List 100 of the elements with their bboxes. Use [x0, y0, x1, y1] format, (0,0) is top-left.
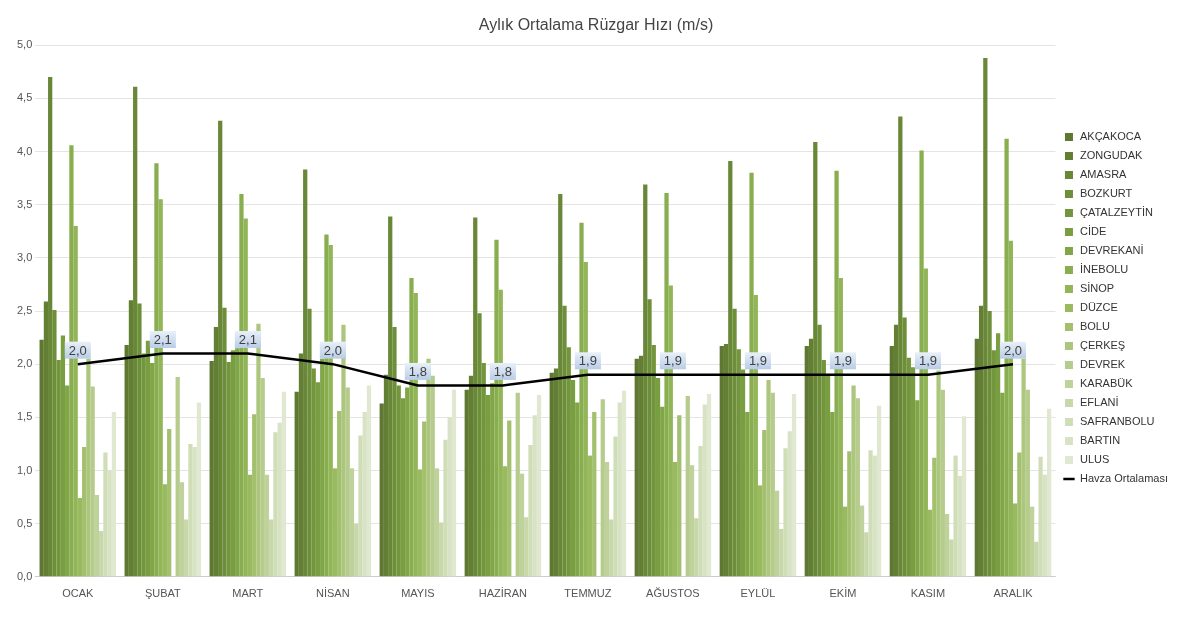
- bar: [281, 391, 287, 577]
- bar: [349, 468, 355, 577]
- bar: [269, 519, 274, 577]
- bar: [932, 457, 937, 577]
- bar: [451, 389, 457, 577]
- bar: [90, 386, 95, 577]
- bar: [532, 415, 537, 577]
- bar: [473, 217, 478, 577]
- legend-label: AKÇAKOCA: [1079, 130, 1142, 143]
- bar: [99, 531, 104, 577]
- bar: [813, 141, 818, 577]
- bar: [426, 358, 431, 577]
- bar: [779, 528, 784, 577]
- bar: [698, 446, 703, 577]
- bar: [609, 519, 614, 577]
- bar: [256, 323, 261, 577]
- bar: [1038, 456, 1043, 577]
- bar: [252, 414, 257, 577]
- bar: [689, 465, 695, 577]
- legend-label: İNEBOLU: [1079, 263, 1129, 276]
- bar: [337, 410, 342, 577]
- bar: [940, 389, 945, 577]
- bar: [898, 116, 903, 577]
- bar: [358, 435, 363, 577]
- bar: [558, 194, 563, 577]
- bar: [303, 169, 308, 577]
- bar: [876, 405, 882, 577]
- bar: [787, 431, 792, 577]
- bar: [430, 375, 435, 577]
- bar: [685, 396, 690, 577]
- bar: [133, 86, 138, 577]
- bar: [434, 468, 440, 577]
- bar: [549, 372, 554, 577]
- data-label: 1,8: [493, 364, 512, 379]
- y-tick-label: 4,0: [16, 144, 33, 157]
- legend-label: DÜZCE: [1079, 301, 1118, 314]
- bar: [439, 522, 444, 577]
- bar: [354, 523, 359, 577]
- data-label: 2,1: [238, 332, 257, 348]
- bar: [1029, 506, 1035, 577]
- legend-label: ULUS: [1079, 453, 1110, 466]
- bar: [175, 376, 180, 577]
- bar: [762, 430, 767, 577]
- bar: [1046, 408, 1052, 577]
- bar: [277, 422, 282, 577]
- legend-label: ÇATALZEYTİN: [1079, 206, 1153, 219]
- bar: [362, 412, 367, 577]
- bar: [507, 420, 512, 577]
- bar: [196, 402, 202, 577]
- bar: [86, 358, 91, 577]
- bar: [536, 394, 542, 577]
- bar: [783, 448, 788, 577]
- bar: [604, 461, 610, 577]
- legend-label: EFLANİ: [1079, 396, 1119, 409]
- bar: [273, 432, 278, 577]
- bar: [188, 443, 193, 577]
- chart-title: Aylık Ortalama Rüzgar Hızı (m/s): [478, 16, 714, 34]
- legend-label: AMASRA: [1079, 168, 1128, 181]
- bar: [872, 455, 877, 577]
- x-tick-label: MAYIS: [401, 587, 435, 600]
- bar: [443, 439, 448, 577]
- bar: [145, 340, 151, 577]
- y-tick-label: 3,0: [16, 250, 33, 263]
- x-tick-label: OCAK: [62, 587, 95, 600]
- data-label: 1,9: [748, 353, 767, 369]
- bar: [868, 450, 873, 577]
- bar: [515, 392, 520, 577]
- y-tick-label: 5,0: [16, 38, 33, 51]
- bar: [179, 482, 185, 577]
- x-tick-label: MART: [232, 587, 264, 600]
- y-tick-label: 1,0: [16, 463, 33, 476]
- bar: [600, 399, 605, 577]
- bar: [260, 377, 265, 577]
- x-tick-label: EKİM: [829, 587, 857, 600]
- legend-label: Havza Ortalaması: [1079, 472, 1168, 485]
- bar: [855, 398, 860, 577]
- bar: [422, 421, 427, 577]
- bar: [706, 393, 712, 577]
- x-tick-label: NİSAN: [316, 587, 350, 600]
- x-tick-label: TEMMUZ: [564, 587, 612, 600]
- bar: [957, 475, 962, 577]
- bar: [936, 370, 941, 577]
- bar: [167, 429, 172, 577]
- bar: [643, 184, 648, 577]
- bar: [107, 470, 112, 577]
- bar: [111, 412, 117, 577]
- bar: [859, 505, 865, 577]
- legend-label: DEVREKANİ: [1079, 244, 1144, 257]
- legend-label: SAFRANBOLU: [1079, 415, 1155, 428]
- bar: [694, 518, 699, 577]
- y-tick-label: 4,5: [16, 91, 33, 104]
- data-label: 1,8: [408, 364, 427, 379]
- legend-label: BOZKURT: [1079, 187, 1133, 200]
- y-tick-label: 0,0: [16, 569, 33, 582]
- bar: [60, 335, 66, 577]
- data-label: 2,0: [68, 342, 87, 358]
- bar: [983, 57, 988, 577]
- bar: [961, 416, 967, 577]
- bar: [1025, 389, 1030, 577]
- data-label: 2,1: [153, 332, 172, 348]
